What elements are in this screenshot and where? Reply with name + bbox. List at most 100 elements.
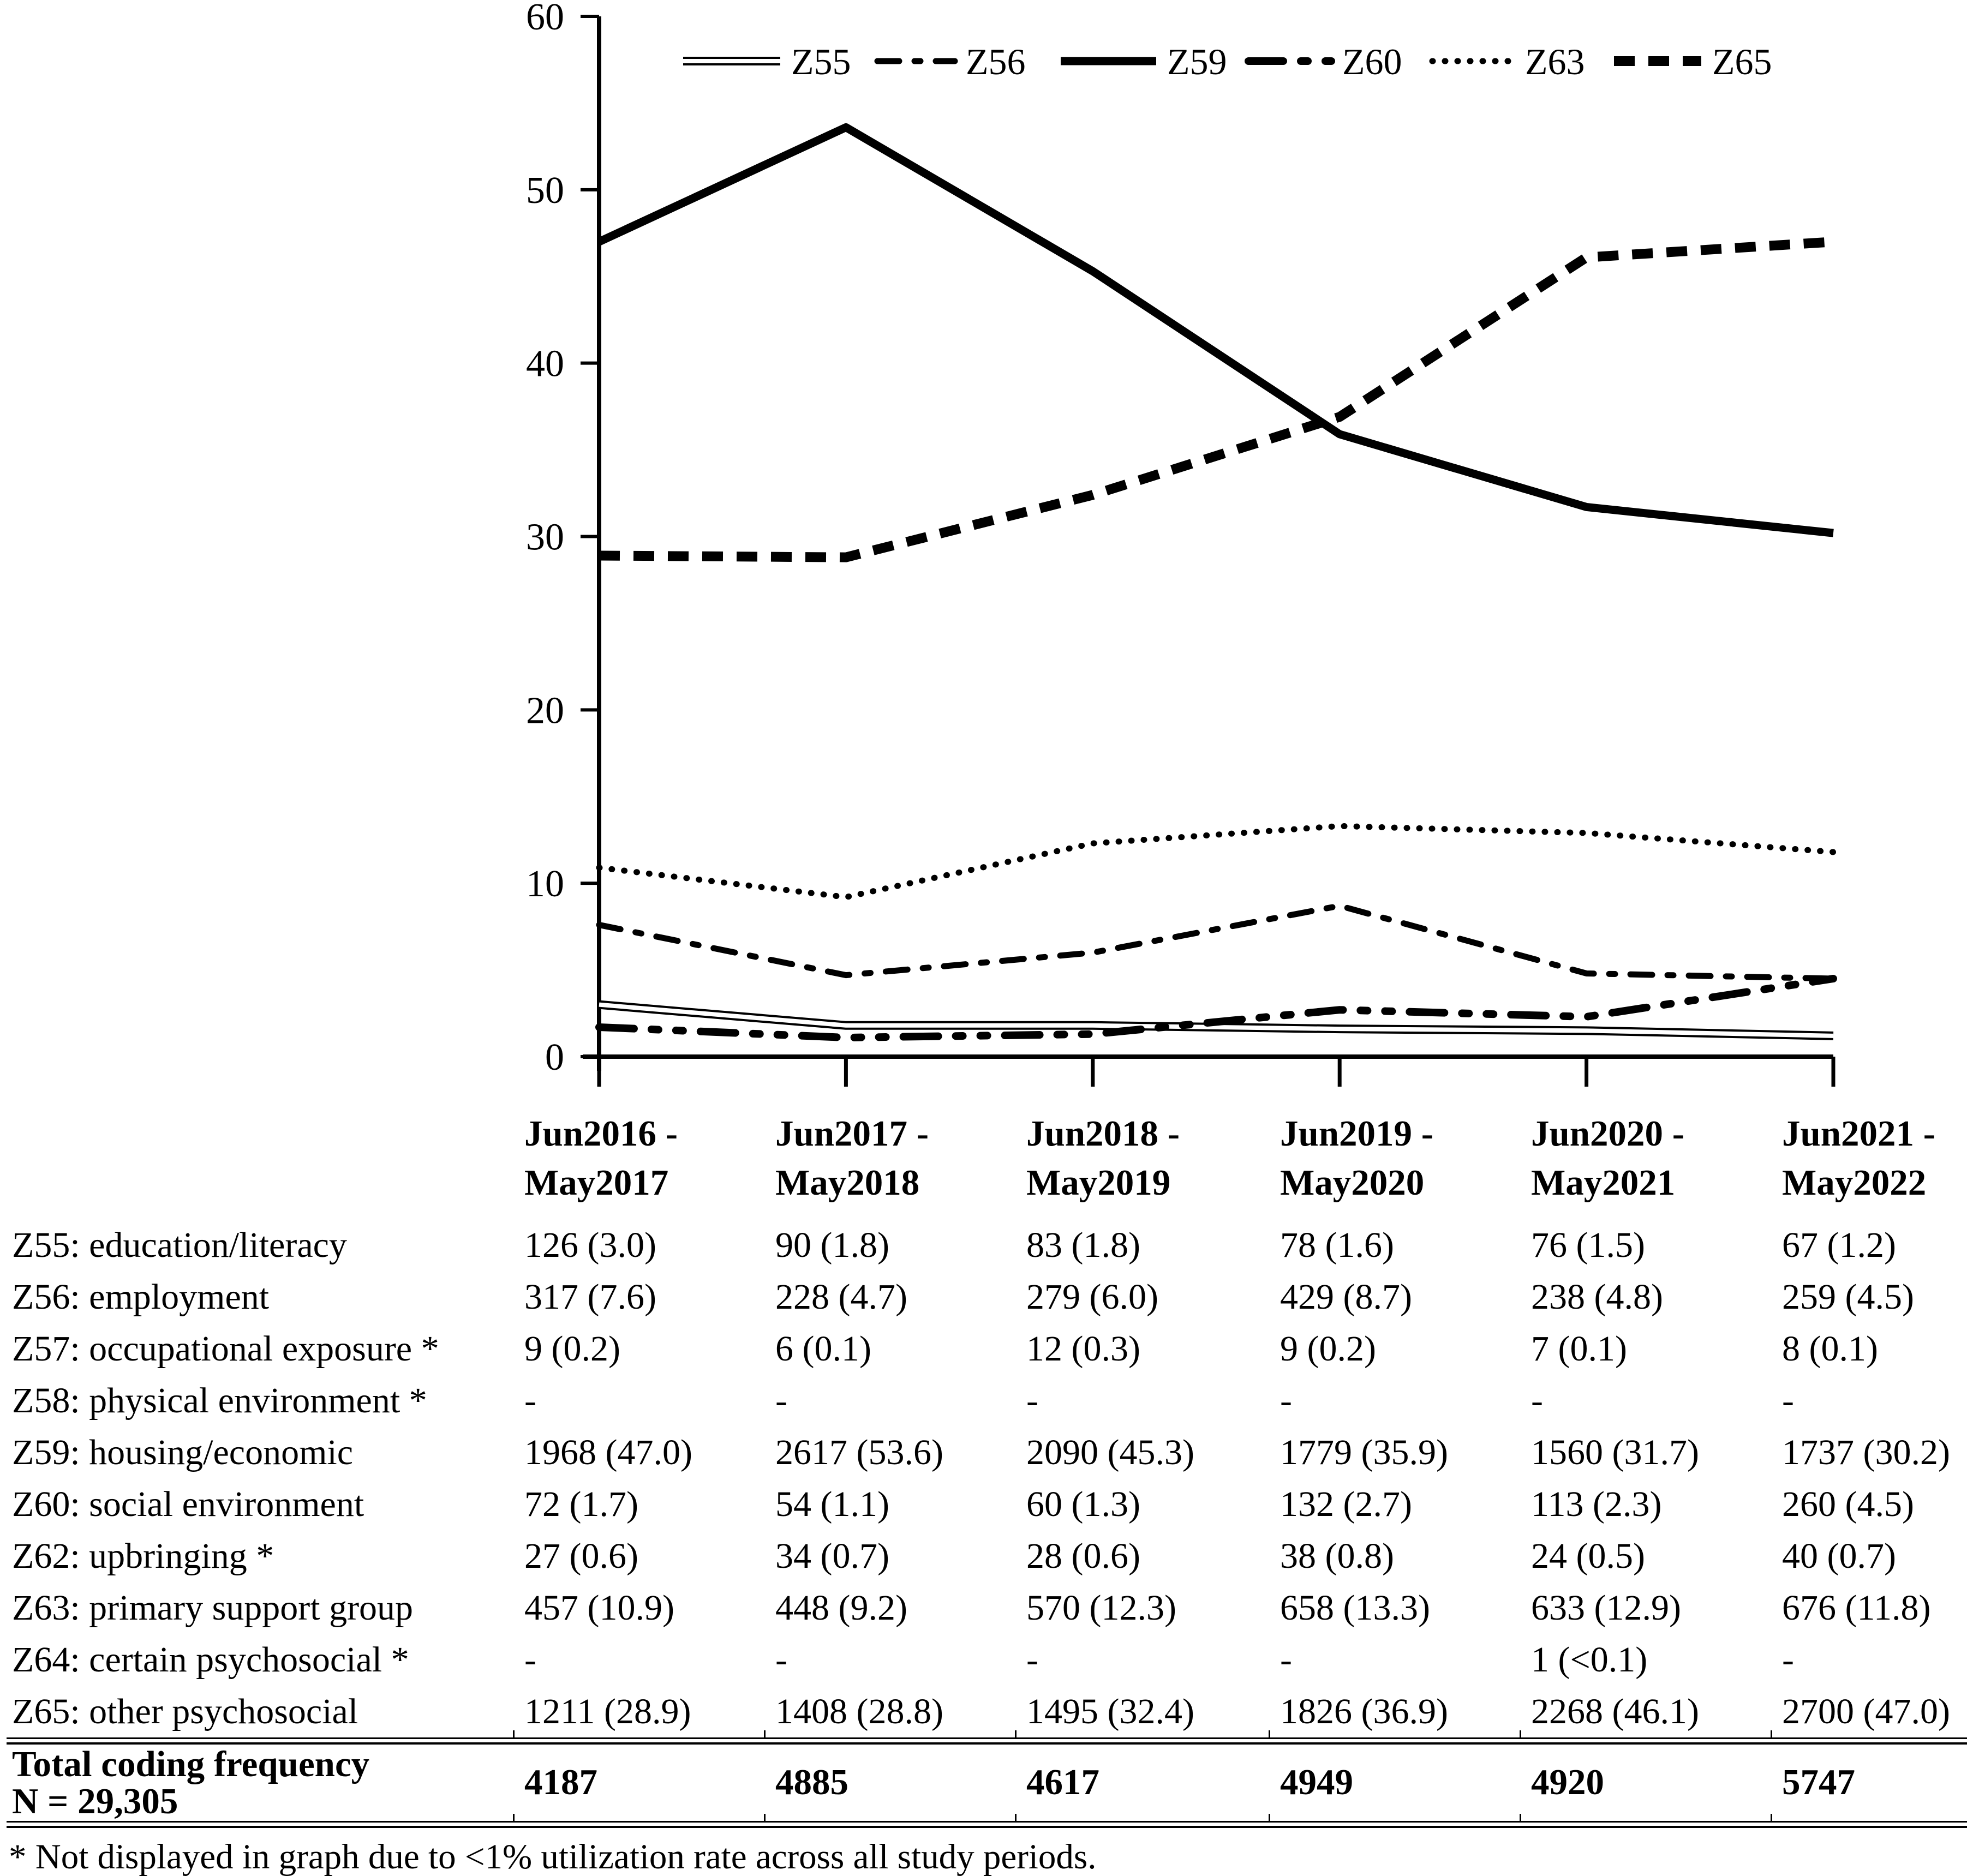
y-tick-label: 0 [545,1036,564,1078]
table-cell: - [1026,1640,1038,1680]
total-value: 4885 [775,1762,848,1802]
column-header-line1: Jun2018 - [1026,1113,1180,1154]
table-cell: 76 (1.5) [1531,1225,1645,1265]
table-row: Z62: upbringing * 27 (0.6) 34 (0.7) 28 (0.6… [0,1530,1967,1582]
legend-label: Z56 [966,41,1026,82]
row-label: Z56: employment [12,1277,270,1317]
rule-tick [1771,1814,1772,1823]
table-cell: - [524,1640,536,1680]
table-cell: 1408 (28.8) [775,1692,943,1731]
table-cell: 24 (0.5) [1531,1536,1645,1576]
series-line-Z55 [599,1002,1834,1038]
series-line-Z59 [597,123,1834,537]
rule-tick [1771,1730,1772,1739]
table-cell: - [1782,1381,1794,1421]
total-label-line2: N = 29,305 [12,1781,178,1821]
table-cell: 34 (0.7) [775,1536,889,1576]
series-line-Z60 [595,974,1837,1042]
total-value: 5747 [1782,1762,1855,1802]
table-cell: 126 (3.0) [524,1225,656,1265]
table-cell: 429 (8.7) [1280,1277,1412,1317]
table-cell: 8 (0.1) [1782,1329,1878,1369]
table-cell: 260 (4.5) [1782,1484,1914,1524]
table-row: Z58: physical environment * - - - - - - [0,1375,1967,1427]
rule-tick [513,1730,515,1739]
total-value: 4187 [524,1762,597,1802]
table-cell: 658 (13.3) [1280,1588,1430,1628]
table-cell: 238 (4.8) [1531,1277,1663,1317]
column-header: Jun2016 - May2017 [521,1094,772,1219]
row-label: Z55: education/literacy [12,1225,347,1265]
series-line-Z63 [596,823,1837,901]
table-cell: 2090 (45.3) [1026,1433,1194,1472]
table-cell: - [524,1381,536,1421]
column-header: Jun2019 - May2020 [1277,1094,1528,1219]
table-cell: 448 (9.2) [775,1588,907,1628]
table-row: Z60: social environment 72 (1.7) 54 (1.1) 6… [0,1478,1967,1530]
table-rule-bottom [7,1814,1967,1828]
line-chart: 0 10 20 30 40 50 60 Z55 Z56 Z59 Z60 Z63 Z65 [526,0,1837,1087]
total-value: 4617 [1026,1762,1099,1802]
y-tick-label: 60 [526,0,564,38]
table-row: Z65: other psychosocial 1211 (28.9) 1408 (… [0,1686,1967,1737]
table-rule-top [7,1730,1967,1745]
table-cell: 54 (1.1) [775,1484,889,1524]
table-row: Z63: primary support group 457 (10.9) 448 … [0,1582,1967,1634]
column-header: Jun2020 - May2021 [1528,1094,1779,1219]
table-row: Z59: housing/economic 1968 (47.0) 2617 (53… [0,1427,1967,1478]
table-cell: 1779 (35.9) [1280,1433,1448,1472]
table-cell: 2268 (46.1) [1531,1692,1699,1731]
table-cell: 113 (2.3) [1531,1484,1662,1524]
total-label-line1: Total coding frequency [12,1744,370,1784]
table-cell: 1826 (36.9) [1280,1692,1448,1731]
total-label: Total coding frequency N = 29,305 [0,1745,521,1821]
table-cell: 7 (0.1) [1531,1329,1627,1369]
row-label: Z59: housing/economic [12,1433,354,1472]
data-table: Jun2016 - May2017 Jun2017 - May2018 Jun2018 … [0,1094,1967,1737]
table-cell: 570 (12.3) [1026,1588,1176,1628]
column-header-line1: Jun2016 - [524,1113,678,1154]
table-cell: 83 (1.8) [1026,1225,1140,1265]
table-cell: 28 (0.6) [1026,1536,1140,1576]
table-cell: 2617 (53.6) [775,1433,943,1472]
rule-tick [1015,1814,1017,1823]
table-cell: 9 (0.2) [1280,1329,1376,1369]
row-label: Z62: upbringing * [12,1536,274,1576]
total-value: 4949 [1280,1762,1353,1802]
table-cell: 317 (7.6) [524,1277,656,1317]
legend-label: Z60 [1342,41,1402,82]
table-row: Z64: certain psychosocial * - - - - 1 (<0.1) - [0,1634,1967,1686]
column-header-line2: May2018 [775,1162,920,1203]
legend-label: Z63 [1525,41,1585,82]
table-cell: - [1531,1381,1543,1421]
table-cell: 1 (<0.1) [1531,1640,1648,1680]
table-row: Z57: occupational exposure * 9 (0.2) 6 (0.… [0,1323,1967,1375]
column-header-line1: Jun2020 - [1531,1113,1685,1154]
table-cell: 72 (1.7) [524,1484,638,1524]
total-value: 4920 [1531,1762,1604,1802]
table-cell: - [1782,1640,1794,1680]
row-label: Z57: occupational exposure * [12,1329,439,1369]
table-cell: 2700 (47.0) [1782,1692,1950,1731]
table-cell: - [775,1381,787,1421]
table-header-row: Jun2016 - May2017 Jun2017 - May2018 Jun2018 … [0,1094,1967,1219]
column-header-line2: May2019 [1026,1162,1171,1203]
column-header-line1: Jun2019 - [1280,1113,1434,1154]
rule-tick [764,1814,766,1823]
table-cell: 1968 (47.0) [524,1433,692,1472]
table-cell: 259 (4.5) [1782,1277,1914,1317]
rule-tick [1520,1730,1521,1739]
table-cell: 279 (6.0) [1026,1277,1158,1317]
rule-tick [1269,1730,1270,1739]
y-tick-label: 50 [526,170,564,212]
column-header-line2: May2020 [1280,1162,1425,1203]
column-header-line2: May2017 [524,1162,669,1203]
table-cell: 1211 (28.9) [524,1692,691,1731]
column-header: Jun2018 - May2019 [1023,1094,1277,1219]
row-label: Z60: social environment [12,1484,364,1524]
table-cell: 90 (1.8) [775,1225,889,1265]
row-label: Z63: primary support group [12,1588,414,1628]
table-cell: 60 (1.3) [1026,1484,1140,1524]
y-tick-label: 30 [526,517,564,559]
